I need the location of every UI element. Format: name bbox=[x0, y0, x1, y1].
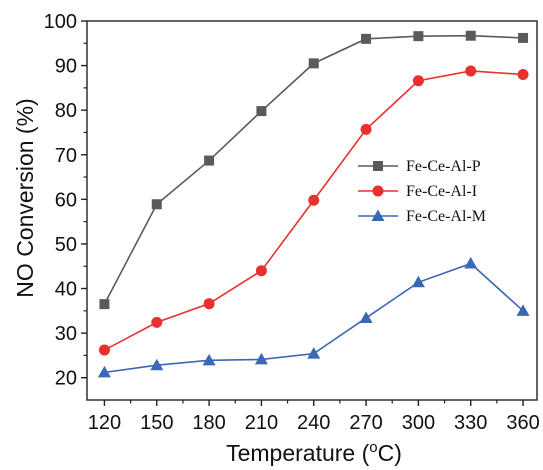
legend: Fe-Ce-Al-P Fe-Ce-Al-I Fe-Ce-Al-M bbox=[358, 158, 486, 225]
y-tick-label: 30 bbox=[55, 323, 77, 345]
data-point bbox=[308, 194, 320, 206]
x-tick-label: 210 bbox=[245, 412, 278, 434]
x-axis-title-main: Temperature ( bbox=[226, 440, 370, 466]
data-point bbox=[361, 33, 372, 44]
data-point bbox=[413, 31, 424, 42]
data-point bbox=[202, 353, 216, 366]
data-point bbox=[150, 358, 164, 371]
x-tick-label: 330 bbox=[454, 412, 487, 434]
data-point bbox=[151, 199, 162, 210]
data-point bbox=[98, 344, 110, 356]
data-point bbox=[464, 257, 478, 269]
legend-marker bbox=[371, 209, 385, 221]
y-tick-label: 50 bbox=[55, 234, 77, 256]
data-point bbox=[254, 352, 268, 365]
data-point bbox=[97, 365, 111, 378]
legend-item: Fe-Ce-Al-I bbox=[358, 183, 477, 200]
data-point bbox=[204, 155, 215, 166]
x-tick-label: 360 bbox=[506, 412, 539, 434]
data-point bbox=[151, 316, 163, 328]
data-point bbox=[360, 123, 372, 135]
plot-frame bbox=[86, 20, 538, 401]
data-point bbox=[307, 347, 321, 359]
y-tick-label: 60 bbox=[55, 189, 77, 211]
x-axis-title: Temperature (oC) bbox=[226, 439, 402, 466]
y-tick-label: 20 bbox=[55, 368, 77, 390]
plot-area: 20 30 40 50 60 70 80 90 100 120 150 180 210 240 270 300… bbox=[44, 11, 540, 434]
legend-marker bbox=[373, 161, 383, 171]
y-axis-title: NO Conversion (%) bbox=[12, 98, 38, 297]
x-tick-label: 180 bbox=[192, 412, 225, 434]
series-fe-ce-al-i bbox=[98, 65, 529, 356]
series-fe-ce-al-p bbox=[99, 30, 529, 310]
data-point bbox=[465, 30, 476, 41]
data-point bbox=[308, 58, 319, 69]
data-point bbox=[256, 106, 267, 117]
legend-label: Fe-Ce-Al-M bbox=[406, 208, 486, 225]
x-axis-title-degree: o bbox=[369, 439, 377, 456]
y-tick-label: 40 bbox=[55, 279, 77, 301]
legend-label: Fe-Ce-Al-P bbox=[406, 158, 481, 175]
data-point bbox=[412, 75, 424, 87]
legend-marker bbox=[372, 185, 384, 197]
x-tick-label: 150 bbox=[140, 412, 173, 434]
data-point bbox=[99, 299, 110, 310]
x-tick-label: 300 bbox=[402, 412, 435, 434]
legend-item: Fe-Ce-Al-M bbox=[358, 208, 486, 225]
y-tick-label: 100 bbox=[44, 11, 77, 33]
x-tick-label: 270 bbox=[349, 412, 382, 434]
legend-label: Fe-Ce-Al-I bbox=[406, 183, 477, 200]
data-point bbox=[359, 311, 373, 323]
x-tick-label: 120 bbox=[88, 412, 121, 434]
y-tick-label: 90 bbox=[55, 56, 77, 78]
series-fe-ce-al-m bbox=[97, 257, 530, 378]
data-point bbox=[517, 69, 529, 81]
data-point bbox=[516, 304, 530, 316]
legend-item: Fe-Ce-Al-P bbox=[358, 158, 481, 175]
y-tick-label: 80 bbox=[55, 100, 77, 122]
data-point bbox=[465, 65, 477, 77]
y-tick-label: 70 bbox=[55, 145, 77, 167]
data-point bbox=[411, 275, 425, 288]
x-tick-label: 240 bbox=[297, 412, 330, 434]
data-point bbox=[203, 298, 215, 310]
data-point bbox=[518, 32, 529, 43]
x-axis-title-unit: C) bbox=[378, 440, 402, 466]
data-point bbox=[255, 265, 267, 277]
